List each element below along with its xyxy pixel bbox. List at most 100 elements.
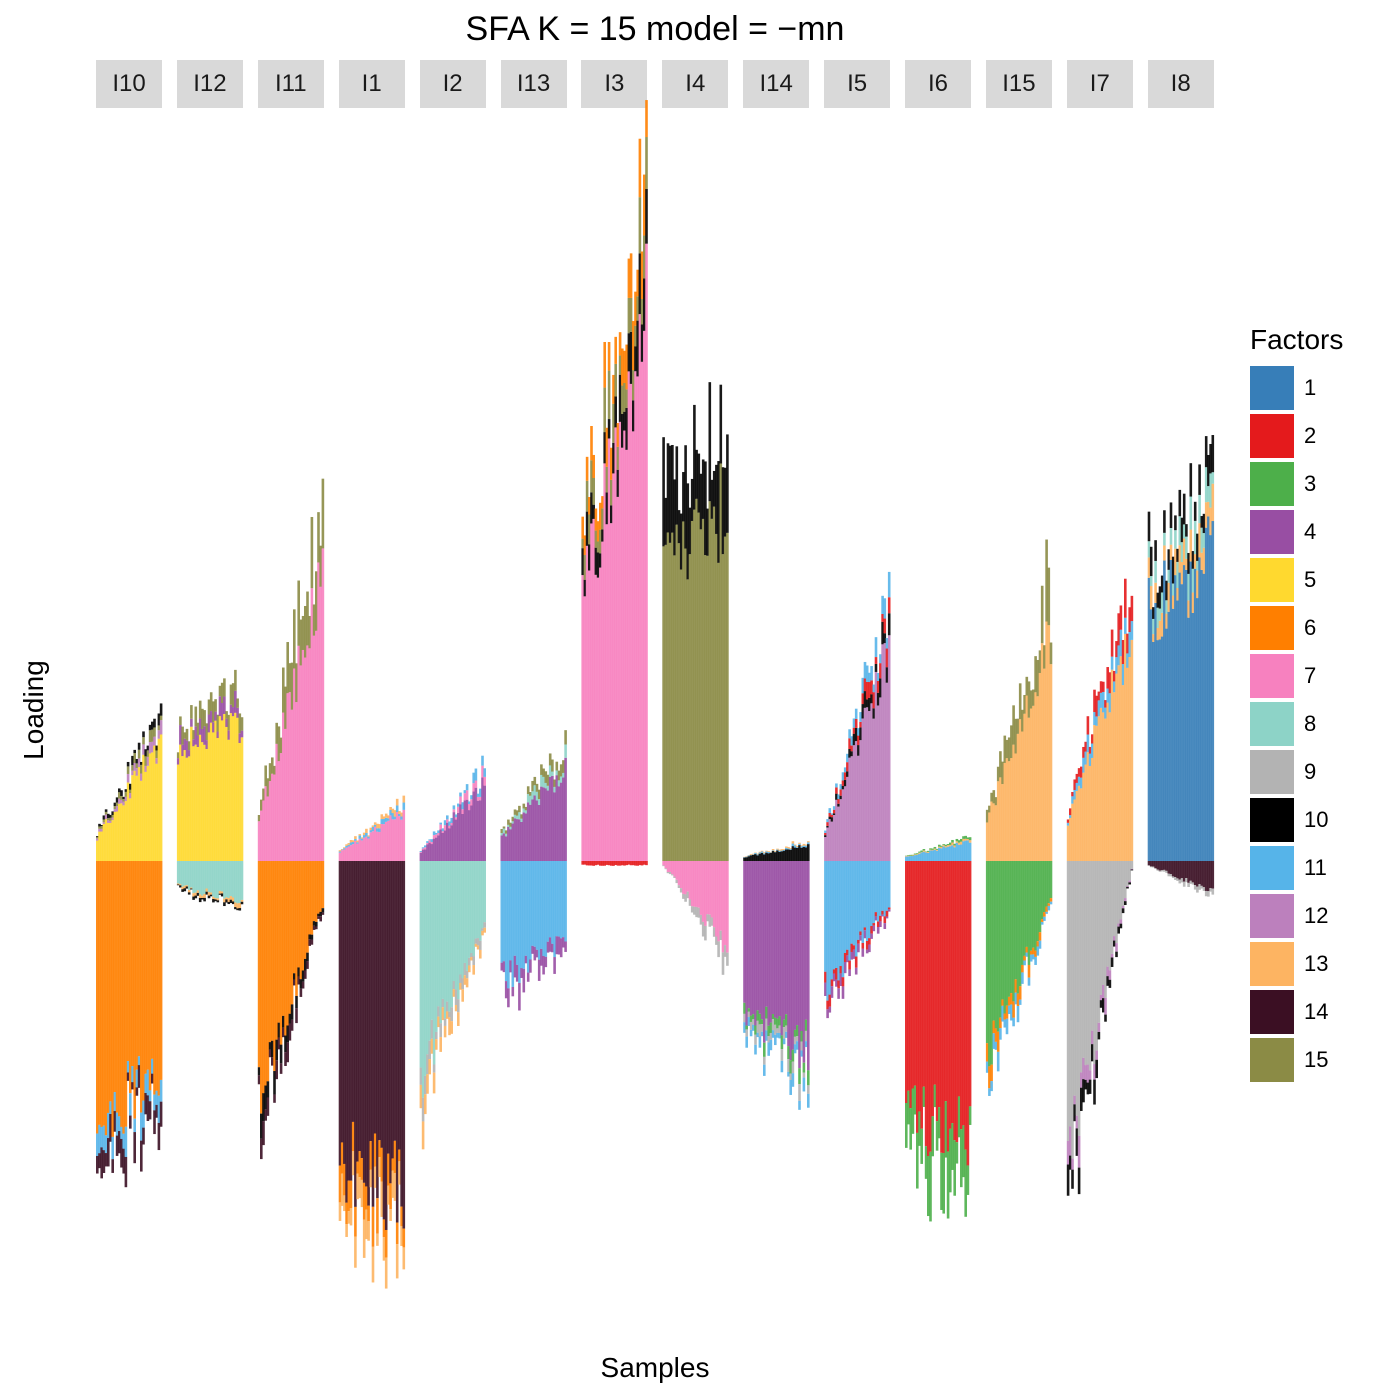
bar-i1-2-pos-factor-7: [343, 849, 346, 861]
bar-i5-19-pos-factor-11: [865, 665, 869, 682]
legend-label-5: 5: [1304, 567, 1317, 592]
bar-i7-11-pos-factor-2: [1091, 734, 1094, 744]
bar-i11-16-pos-factor-7: [293, 668, 296, 861]
bar-i11-29-neg-factor-10: [321, 908, 325, 913]
bar-i2-12-neg-factor-8: [446, 861, 449, 1002]
bar-i13-12-pos-factor-4: [526, 802, 530, 861]
bar-i11-2-neg-factor-6: [262, 861, 265, 1094]
bar-i6-0-neg-factor-2: [905, 861, 908, 1103]
bar-i12-16-pos-factor-4: [212, 722, 215, 733]
bar-i13-24-neg-factor-4: [553, 957, 556, 974]
bar-i3-19-pos-factor-6: [623, 350, 626, 383]
bar-i1-25-pos-factor-11: [393, 816, 397, 820]
bar-i13-23-pos-factor-4: [551, 775, 554, 861]
bar-i4-11-pos-factor-15: [686, 579, 690, 861]
bar-i1-24-neg-factor-6: [391, 1158, 395, 1171]
bar-i10-24-pos-factor-10: [148, 724, 152, 731]
bar-i6-4-pos-factor-11: [913, 855, 917, 861]
bar-i5-23-pos-factor-2: [874, 657, 878, 664]
bar-i15-26-pos-factor-13: [1043, 668, 1046, 861]
bar-i12-3-neg-factor-8: [183, 861, 187, 886]
bar-i5-17-neg-factor-11: [861, 861, 865, 943]
bar-i2-24-neg-factor-9: [472, 956, 475, 966]
bar-i1-6-pos-factor-11: [351, 842, 355, 845]
bar-i5-0-neg-factor-11: [824, 861, 827, 972]
bar-i1-21-neg-factor-6: [384, 1229, 388, 1258]
bar-i10-19-pos-factor-5: [137, 767, 141, 861]
bar-i15-17-neg-factor-11: [1023, 960, 1026, 966]
bar-i10-7-neg-factor-6: [111, 861, 114, 1137]
bar-i14-20-neg-factor-11: [787, 1071, 790, 1077]
bar-i1-19-pos-factor-13: [380, 814, 384, 820]
bar-i13-28-pos-factor-8: [562, 772, 565, 778]
legend-swatch-9: [1250, 750, 1294, 794]
bar-i2-1-neg-factor-8: [421, 861, 425, 1098]
bar-i11-13-neg-factor-10: [286, 1025, 289, 1043]
bar-i10-15-neg-factor-6: [129, 861, 132, 1094]
bar-i3-28-pos-factor-10: [643, 278, 646, 331]
bar-i14-10-neg-factor-9: [765, 1018, 768, 1031]
bar-i11-23-neg-factor-10: [308, 934, 311, 940]
bar-i12-15-pos-factor-4: [209, 711, 213, 723]
bar-i13-15-pos-factor-8: [533, 785, 537, 796]
bar-i1-2-neg-factor-6: [343, 1163, 346, 1196]
bar-i4-5-pos-factor-15: [673, 555, 676, 861]
bar-i4-13-pos-factor-10: [690, 478, 694, 521]
bar-i5-17-neg-factor-4: [861, 948, 865, 957]
bar-i11-24-pos-factor-15: [310, 516, 314, 589]
bar-i11-25-neg-factor-14: [312, 925, 316, 930]
bar-i8-23-neg-factor-14: [1198, 861, 1201, 885]
bar-i4-8-neg-factor-9: [679, 888, 683, 893]
bar-i7-26-pos-factor-13: [1124, 633, 1127, 861]
bar-i8-4-pos-factor-13: [1156, 627, 1160, 641]
bar-i2-5-pos-factor-4: [430, 844, 434, 861]
bar-i4-1-neg-factor-9: [664, 868, 668, 870]
legend-label-6: 6: [1304, 615, 1317, 640]
bar-i8-5-neg-factor-14: [1158, 861, 1162, 871]
bar-i2-3-neg-factor-13: [426, 1074, 429, 1094]
bar-i14-26-pos-factor-11: [800, 846, 803, 848]
bar-i13-28-neg-factor-4: [562, 937, 565, 948]
bar-i7-8-neg-factor-9: [1084, 861, 1087, 1066]
bar-i7-16-neg-factor-12: [1102, 984, 1105, 999]
bar-i14-22-neg-factor-4: [791, 861, 795, 1050]
bar-i8-7-neg-factor-14: [1163, 861, 1166, 870]
bar-i1-13-neg-factor-14: [367, 861, 370, 1206]
bar-i7-20-neg-factor-9: [1110, 861, 1114, 954]
bar-i5-3-pos-factor-10: [830, 817, 834, 822]
bar-i11-26-pos-factor-15: [315, 571, 318, 631]
bar-i6-4-pos-factor-13: [913, 854, 917, 856]
bar-i12-14-neg-factor-13: [207, 892, 211, 896]
panel-i15: [985, 539, 1053, 1096]
legend-swatch-6: [1250, 606, 1294, 650]
bar-i8-13-pos-factor-13: [1176, 588, 1179, 601]
bar-i4-20-pos-factor-15: [706, 555, 709, 861]
bar-i6-15-pos-factor-11: [938, 847, 941, 861]
bar-i10-29-pos-factor-12: [159, 720, 163, 735]
facet-strip-i13: I13: [500, 60, 567, 108]
bar-i13-20-neg-factor-11: [544, 861, 548, 957]
bar-i14-24-neg-factor-4: [796, 861, 799, 1026]
bar-i3-14-neg-factor-2: [612, 861, 615, 866]
bar-i13-22-neg-factor-4: [548, 937, 552, 952]
bar-i7-22-pos-factor-2: [1115, 641, 1118, 658]
bar-i14-1-neg-factor-3: [745, 1025, 748, 1030]
bar-i3-6-pos-factor-6: [594, 508, 598, 531]
bar-i6-20-pos-factor-3: [949, 842, 952, 845]
bar-i3-10-pos-factor-6: [603, 342, 606, 388]
bar-i10-4-pos-factor-10: [104, 809, 108, 812]
bar-i12-13-pos-factor-5: [205, 749, 209, 861]
bar-i2-3-pos-factor-11: [426, 841, 429, 843]
bar-i7-8-pos-factor-2: [1084, 741, 1087, 752]
bar-i12-25-pos-factor-15: [231, 683, 235, 708]
bar-i14-22-pos-factor-13: [791, 841, 795, 844]
bar-i8-1-pos-factor-10: [1149, 546, 1153, 577]
bar-i11-28-neg-factor-6: [319, 861, 322, 912]
bar-i8-12-pos-factor-8: [1174, 530, 1177, 549]
bar-i1-16-neg-factor-13: [373, 1166, 377, 1188]
bar-i6-2-neg-factor-3: [909, 1108, 912, 1150]
bar-i10-13-pos-factor-10: [124, 789, 128, 792]
bar-i2-11-neg-factor-8: [443, 861, 447, 1019]
bar-i7-13-neg-factor-12: [1095, 1050, 1098, 1060]
bar-i6-8-pos-factor-13: [922, 850, 926, 852]
